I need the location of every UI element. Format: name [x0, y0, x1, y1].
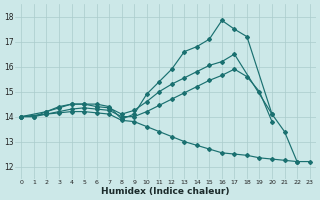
- X-axis label: Humidex (Indice chaleur): Humidex (Indice chaleur): [101, 187, 230, 196]
